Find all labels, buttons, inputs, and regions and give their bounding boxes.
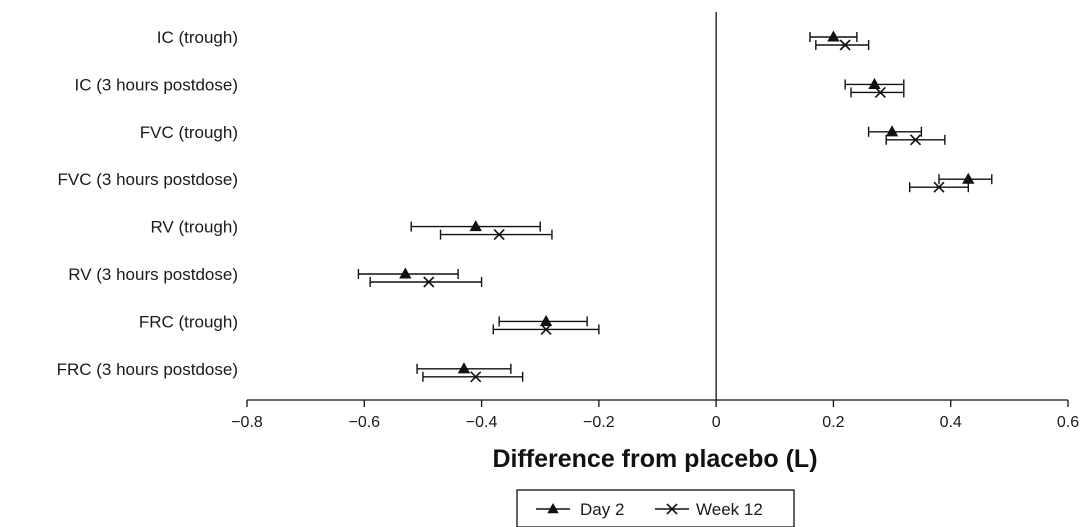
x-tick-label: −0.8 — [231, 414, 263, 431]
x-axis-ticks: −0.8 −0.6 −0.4 −0.2 0 0.2 0.4 0.6 — [231, 400, 1079, 431]
category-label: FRC (3 hours postdose) — [57, 360, 238, 379]
legend-item: Day 2 — [536, 500, 624, 519]
day2-point — [469, 220, 482, 232]
plot-marks — [357, 30, 993, 383]
x-tick-label: 0.6 — [1057, 414, 1079, 431]
legend-label: Week 12 — [696, 500, 763, 519]
category-label: RV (trough) — [150, 218, 238, 237]
error-bar — [439, 229, 553, 240]
week12-point — [493, 229, 505, 241]
day2-point — [868, 77, 881, 89]
category-label: RV (3 hours postdose) — [68, 265, 238, 284]
legend-item: Week 12 — [655, 500, 763, 519]
x-tick-label: −0.2 — [583, 414, 615, 431]
category-labels: IC (trough) IC (3 hours postdose) FVC (tro… — [57, 28, 238, 379]
category-label: IC (trough) — [157, 28, 238, 47]
x-tick-label: 0.4 — [940, 414, 962, 431]
day2-point — [399, 267, 412, 279]
day2-point — [827, 30, 840, 42]
legend-cross-marker — [666, 503, 678, 515]
category-label: FVC (trough) — [140, 123, 238, 142]
category-label: IC (3 hours postdose) — [75, 75, 238, 94]
day2-point — [962, 172, 975, 184]
error-bar — [369, 277, 483, 287]
x-tick-label: −0.4 — [466, 414, 498, 431]
x-tick-label: −0.6 — [348, 414, 380, 431]
week12-point — [909, 134, 922, 146]
x-tick-label: 0.2 — [822, 414, 844, 431]
week12-point — [874, 86, 886, 98]
day2-point — [539, 314, 553, 326]
legend-triangle-marker — [547, 503, 559, 514]
week12-point — [839, 39, 851, 51]
error-bar — [422, 371, 524, 382]
category-label: FVC (3 hours postdose) — [58, 170, 238, 189]
category-label: FRC (trough) — [139, 312, 238, 331]
week12-point — [423, 276, 435, 288]
legend-label: Day 2 — [580, 500, 624, 519]
x-axis — [247, 12, 1068, 401]
day2-point — [457, 362, 471, 374]
error-bar — [815, 40, 870, 50]
x-axis-title: Difference from placebo (L) — [492, 445, 817, 473]
legend-items: Day 2 Week 12 — [536, 500, 763, 519]
week12-point — [540, 323, 552, 335]
x-tick-label: 0 — [712, 414, 721, 431]
day2-point — [885, 125, 899, 137]
legend: Day 2 Week 12 — [516, 489, 795, 527]
week12-point — [470, 371, 482, 383]
error-bar — [850, 87, 905, 98]
week12-point — [933, 181, 945, 193]
